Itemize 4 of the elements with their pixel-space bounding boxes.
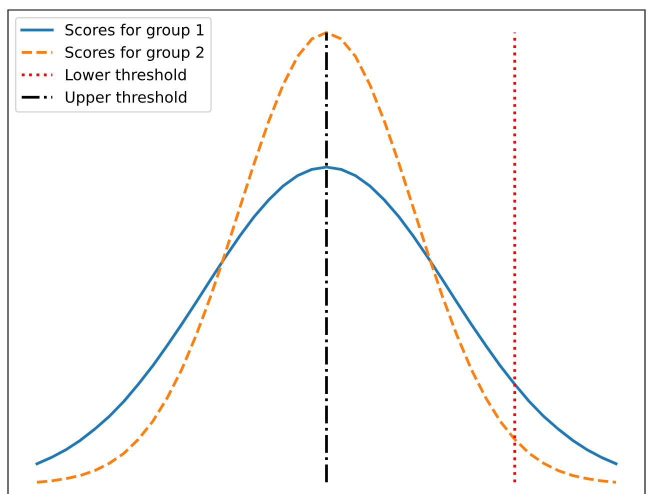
text: Upper threshold: [66, 91, 186, 106]
legend-label: Scores for group 1: [66, 24, 204, 39]
text: Lower threshold: [66, 68, 186, 80]
legend-label: Scores for group 2: [66, 46, 204, 61]
